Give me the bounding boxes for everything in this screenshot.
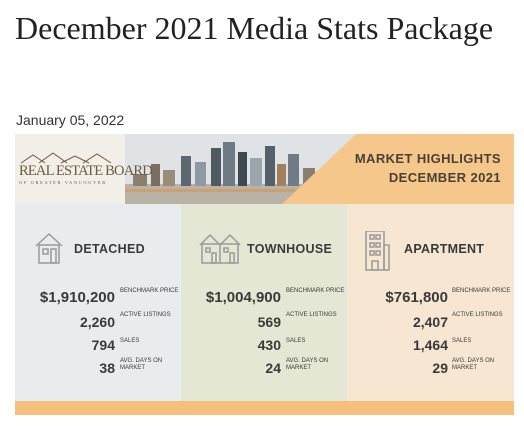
category-title: APARTMENT xyxy=(404,242,485,256)
benchmark-price-label: BENCHMARK PRICE xyxy=(452,288,511,294)
highlights-line-2: DECEMBER 2021 xyxy=(388,170,501,185)
logo-name: REAL ESTATE BOARD xyxy=(19,163,153,179)
active-listings-value: 2,260 xyxy=(79,314,115,330)
avg-days-stat: 38 AVG. DAYS ON MARKET xyxy=(15,357,181,377)
benchmark-price-stat: $1,910,200 BENCHMARK PRICE xyxy=(15,287,181,307)
footer-accent-bar xyxy=(15,401,514,415)
detached-column: DETACHED $1,910,200 BENCHMARK PRICE 2,26… xyxy=(15,204,181,401)
benchmark-price-stat: $1,004,900 BENCHMARK PRICE xyxy=(181,287,347,307)
header-banner: REAL ESTATE BOARD OF GREATER VANCOUVER M… xyxy=(15,134,514,204)
avg-days-stat: 29 AVG. DAYS ON MARKET xyxy=(347,357,514,377)
benchmark-price-value: $1,910,200 xyxy=(39,289,115,306)
sales-stat: 794 SALES xyxy=(15,334,181,354)
market-highlights-heading: MARKET HIGHLIGHTS DECEMBER 2021 xyxy=(355,149,501,187)
active-listings-label: ACTIVE LISTINGS xyxy=(120,312,171,318)
townhouse-column: TOWNHOUSE $1,004,900 BENCHMARK PRICE 569… xyxy=(181,204,347,401)
avg-days-label: AVG. DAYS ON MARKET xyxy=(452,358,495,371)
logo-subtitle: OF GREATER VANCOUVER xyxy=(19,180,107,185)
active-listings-value: 2,407 xyxy=(412,314,448,330)
sales-label: SALES xyxy=(120,338,140,344)
sales-value: 794 xyxy=(91,337,115,353)
benchmark-price-value: $761,800 xyxy=(385,289,448,306)
avg-days-label: AVG. DAYS ON MARKET xyxy=(120,358,163,371)
sales-stat: 1,464 SALES xyxy=(347,334,514,354)
benchmark-price-label: BENCHMARK PRICE xyxy=(286,288,345,294)
apartment-building-icon xyxy=(365,231,390,271)
column-header: APARTMENT xyxy=(347,231,514,271)
sales-label: SALES xyxy=(286,338,306,344)
market-highlights-infographic: REAL ESTATE BOARD OF GREATER VANCOUVER M… xyxy=(15,134,514,415)
highlights-line-1: MARKET HIGHLIGHTS xyxy=(354,151,501,166)
sales-label: SALES xyxy=(452,338,472,344)
active-listings-stat: 2,407 ACTIVE LISTINGS xyxy=(347,311,514,331)
sales-stat: 430 SALES xyxy=(181,334,347,354)
avg-days-value: 24 xyxy=(265,360,281,376)
active-listings-stat: 569 ACTIVE LISTINGS xyxy=(181,311,347,331)
apartment-column: APARTMENT $761,800 BENCHMARK PRICE 2,407… xyxy=(347,204,514,401)
avg-days-label: AVG. DAYS ON MARKET xyxy=(286,358,329,371)
benchmark-price-stat: $761,800 BENCHMARK PRICE xyxy=(347,287,514,307)
post-date: January 05, 2022 xyxy=(16,112,125,128)
active-listings-label: ACTIVE LISTINGS xyxy=(452,312,503,318)
column-header: DETACHED xyxy=(15,231,181,265)
benchmark-price-value: $1,004,900 xyxy=(205,289,281,306)
avg-days-stat: 24 AVG. DAYS ON MARKET xyxy=(181,357,347,377)
column-header: TOWNHOUSE xyxy=(181,231,347,265)
house-icon xyxy=(35,232,63,264)
avg-days-value: 29 xyxy=(432,360,448,376)
active-listings-label: ACTIVE LISTINGS xyxy=(286,312,337,318)
category-title: DETACHED xyxy=(74,242,145,256)
sales-value: 1,464 xyxy=(412,337,448,353)
active-listings-value: 569 xyxy=(257,314,281,330)
sales-value: 430 xyxy=(257,337,281,353)
page-title: December 2021 Media Stats Package xyxy=(15,10,494,46)
avg-days-value: 38 xyxy=(99,360,115,376)
townhouse-icon xyxy=(199,233,241,264)
category-title: TOWNHOUSE xyxy=(247,242,333,256)
benchmark-price-label: BENCHMARK PRICE xyxy=(120,288,179,294)
roof-lines-logo-icon xyxy=(20,152,112,164)
rebgv-logo: REAL ESTATE BOARD OF GREATER VANCOUVER xyxy=(19,152,153,185)
active-listings-stat: 2,260 ACTIVE LISTINGS xyxy=(15,311,181,331)
